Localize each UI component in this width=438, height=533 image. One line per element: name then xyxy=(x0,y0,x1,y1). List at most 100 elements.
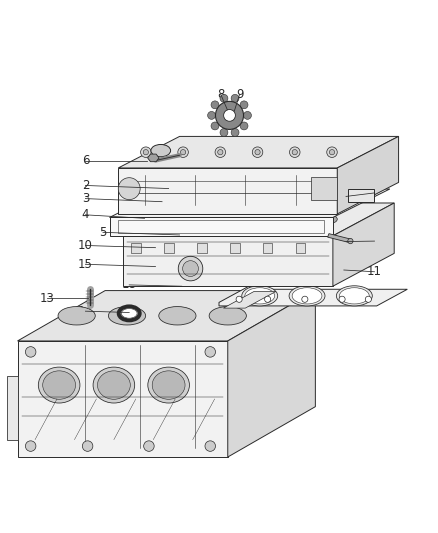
Text: 18: 18 xyxy=(122,278,137,292)
FancyBboxPatch shape xyxy=(348,189,374,201)
Circle shape xyxy=(231,94,239,102)
Text: 2: 2 xyxy=(81,179,89,192)
Circle shape xyxy=(178,147,188,157)
Ellipse shape xyxy=(303,219,316,227)
Ellipse shape xyxy=(207,219,220,227)
Ellipse shape xyxy=(209,306,246,325)
Circle shape xyxy=(300,203,306,209)
Circle shape xyxy=(145,221,151,228)
Circle shape xyxy=(215,101,244,130)
FancyBboxPatch shape xyxy=(230,243,240,254)
Ellipse shape xyxy=(108,306,145,325)
Ellipse shape xyxy=(336,286,372,306)
Circle shape xyxy=(204,203,210,209)
Circle shape xyxy=(180,150,186,155)
Polygon shape xyxy=(228,290,315,457)
Circle shape xyxy=(205,441,215,451)
Circle shape xyxy=(174,221,180,228)
Polygon shape xyxy=(118,136,399,168)
Polygon shape xyxy=(110,189,390,217)
Ellipse shape xyxy=(152,371,185,399)
Polygon shape xyxy=(123,236,333,286)
Circle shape xyxy=(143,150,148,155)
Polygon shape xyxy=(18,341,228,457)
Text: 9: 9 xyxy=(236,88,244,101)
Circle shape xyxy=(144,441,154,451)
Circle shape xyxy=(25,441,36,451)
Ellipse shape xyxy=(292,288,322,304)
Ellipse shape xyxy=(39,367,80,403)
Ellipse shape xyxy=(339,288,369,304)
Polygon shape xyxy=(18,290,315,341)
Circle shape xyxy=(178,256,203,281)
Ellipse shape xyxy=(180,215,193,223)
Circle shape xyxy=(228,203,234,209)
Circle shape xyxy=(255,150,260,155)
Polygon shape xyxy=(328,233,352,243)
Text: 10: 10 xyxy=(78,239,93,252)
Ellipse shape xyxy=(121,309,137,318)
Text: 3: 3 xyxy=(82,192,89,205)
FancyBboxPatch shape xyxy=(263,243,272,254)
Ellipse shape xyxy=(324,215,337,223)
Circle shape xyxy=(244,111,251,119)
Circle shape xyxy=(224,109,235,122)
Text: 14: 14 xyxy=(78,305,93,318)
Text: 12: 12 xyxy=(367,235,382,248)
Ellipse shape xyxy=(228,215,241,223)
Circle shape xyxy=(205,346,215,357)
Circle shape xyxy=(240,101,248,109)
Text: 6: 6 xyxy=(81,154,89,167)
Circle shape xyxy=(82,441,93,451)
Circle shape xyxy=(141,147,151,157)
Circle shape xyxy=(211,101,219,109)
Polygon shape xyxy=(219,286,407,306)
Ellipse shape xyxy=(148,367,189,403)
Polygon shape xyxy=(118,168,337,214)
Circle shape xyxy=(180,203,186,209)
Text: 15: 15 xyxy=(78,258,93,271)
FancyBboxPatch shape xyxy=(296,243,305,254)
Circle shape xyxy=(252,203,258,209)
Circle shape xyxy=(211,122,219,130)
Polygon shape xyxy=(110,217,333,236)
Ellipse shape xyxy=(93,367,135,403)
Ellipse shape xyxy=(151,144,170,157)
Circle shape xyxy=(261,221,267,228)
Circle shape xyxy=(327,147,337,157)
Circle shape xyxy=(25,346,36,357)
Circle shape xyxy=(302,296,308,302)
Ellipse shape xyxy=(242,286,278,306)
Circle shape xyxy=(220,128,228,136)
Circle shape xyxy=(215,147,226,157)
Circle shape xyxy=(218,150,223,155)
Circle shape xyxy=(329,150,335,155)
Circle shape xyxy=(132,203,138,209)
Circle shape xyxy=(231,128,239,136)
Circle shape xyxy=(236,296,242,302)
Circle shape xyxy=(348,238,353,244)
Circle shape xyxy=(339,296,345,302)
Text: 8: 8 xyxy=(217,88,224,101)
Text: 5: 5 xyxy=(99,226,106,239)
Circle shape xyxy=(203,221,209,228)
Polygon shape xyxy=(7,376,18,440)
Ellipse shape xyxy=(42,371,76,399)
Polygon shape xyxy=(337,136,399,214)
FancyBboxPatch shape xyxy=(197,243,207,254)
Circle shape xyxy=(365,296,371,302)
Circle shape xyxy=(318,221,325,228)
Ellipse shape xyxy=(276,215,289,223)
Ellipse shape xyxy=(159,219,172,227)
Polygon shape xyxy=(123,203,394,236)
Circle shape xyxy=(232,221,238,228)
Ellipse shape xyxy=(289,286,325,306)
Circle shape xyxy=(292,150,297,155)
FancyBboxPatch shape xyxy=(131,243,141,254)
Circle shape xyxy=(252,147,263,157)
Circle shape xyxy=(276,203,282,209)
Polygon shape xyxy=(223,292,276,308)
Circle shape xyxy=(290,221,296,228)
Polygon shape xyxy=(333,203,394,286)
Polygon shape xyxy=(148,154,159,161)
